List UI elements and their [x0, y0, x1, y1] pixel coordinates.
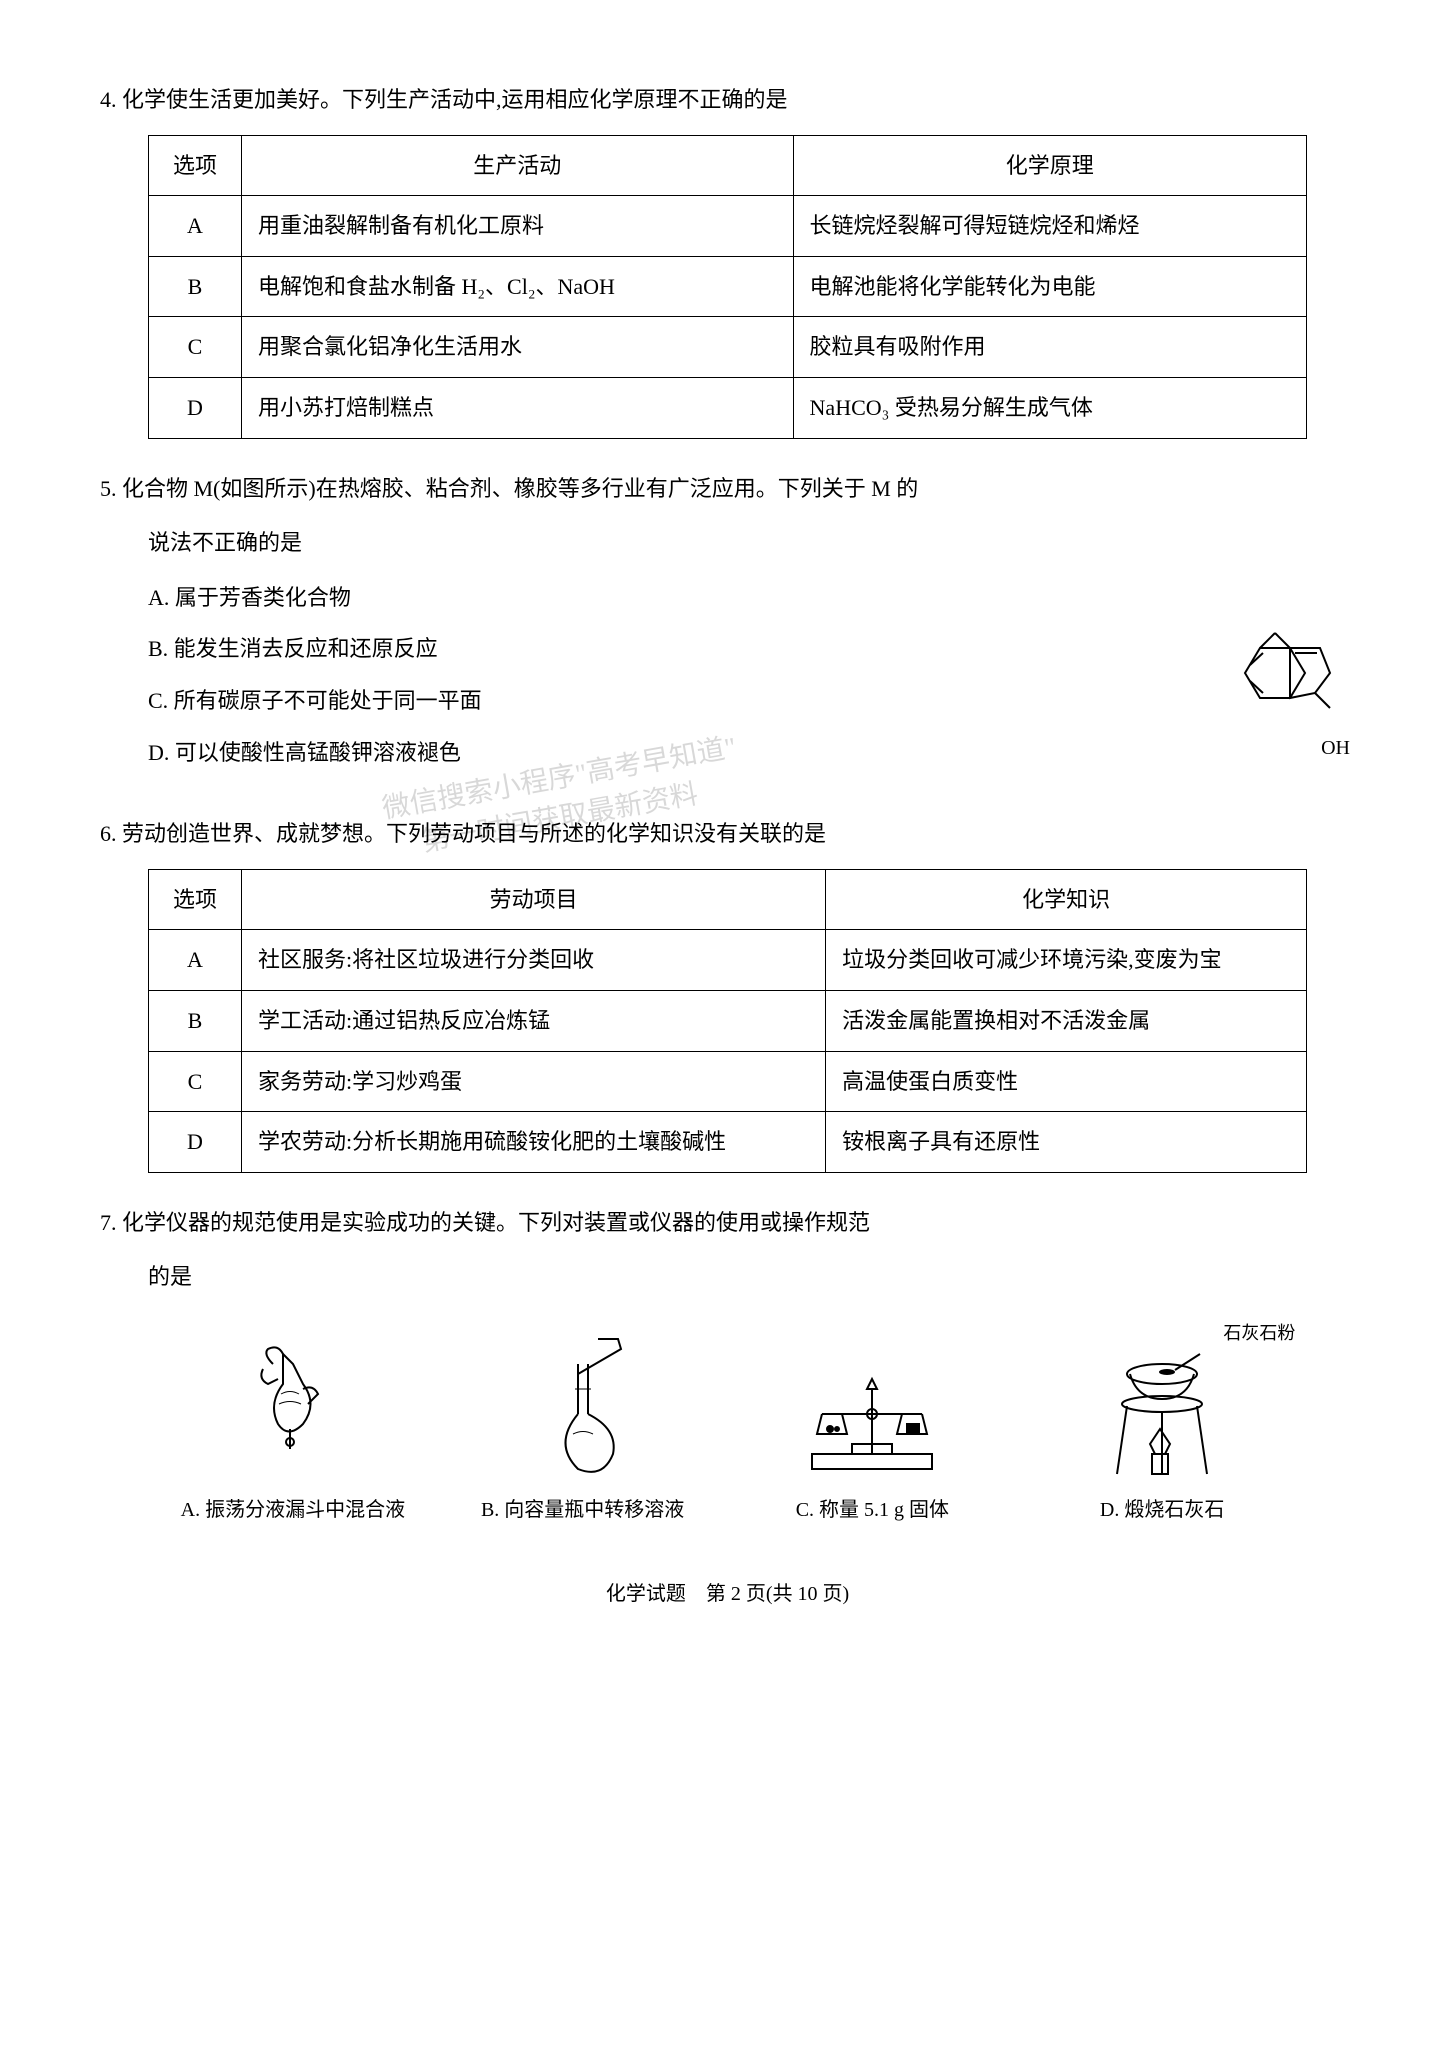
- q4-h2: 化学原理: [793, 135, 1306, 196]
- question-7: 7. 化学仪器的规范使用是实验成功的关键。下列对装置或仪器的使用或操作规范 的是: [100, 1203, 1355, 1527]
- question-4: 4. 化学使生活更加美好。下列生产活动中,运用相应化学原理不正确的是 选项 生产…: [100, 80, 1355, 439]
- q6-table: 选项 劳动项目 化学知识 A 社区服务:将社区垃圾进行分类回收 垃圾分类回收可减…: [148, 869, 1307, 1173]
- q4-stem: 4. 化学使生活更加美好。下列生产活动中,运用相应化学原理不正确的是: [100, 80, 1355, 120]
- table-row: C 家务劳动:学习炒鸡蛋 高温使蛋白质变性: [149, 1051, 1307, 1112]
- mol-oh-label: OH: [1215, 730, 1355, 766]
- q4-table: 选项 生产活动 化学原理 A 用重油裂解制备有机化工原料 长链烷烃裂解可得短链烷…: [148, 135, 1307, 439]
- table-header-row: 选项 劳动项目 化学知识: [149, 869, 1307, 930]
- q7-stem2: 的是: [148, 1257, 1355, 1297]
- table-row: D 用小苏打焙制糕点 NaHCO₃ 受热易分解生成气体: [149, 377, 1307, 438]
- q5-opt-d: D. 可以使酸性高锰酸钾溶液褪色: [148, 733, 1195, 773]
- q5-opt-b: B. 能发生消去反应和还原反应: [148, 629, 1195, 669]
- q7-item-c: C. 称量 5.1 g 固体: [739, 1324, 1006, 1526]
- table-row: A 社区服务:将社区垃圾进行分类回收 垃圾分类回收可减少环境污染,变废为宝: [149, 930, 1307, 991]
- q7-cap-a: A. 振荡分液漏斗中混合液: [160, 1494, 427, 1526]
- molecule-icon: [1225, 618, 1355, 728]
- q7-item-a: A. 振荡分液漏斗中混合液: [160, 1324, 427, 1526]
- page-footer: 化学试题 第 2 页(共 10 页): [100, 1576, 1355, 1612]
- balance-scale-icon: [792, 1364, 952, 1484]
- table-row: B 学工活动:通过铝热反应冶炼锰 活泼金属能置换相对不活泼金属: [149, 990, 1307, 1051]
- q5-opt-a: A. 属于芳香类化合物: [148, 578, 1195, 618]
- separating-funnel-icon: [233, 1334, 353, 1484]
- q4-h1: 生产活动: [242, 135, 794, 196]
- q7-item-d: 石灰石粉 D. 煅烧: [1029, 1317, 1296, 1526]
- table-row: B 电解饱和食盐水制备 H₂、Cl₂、NaOH 电解池能将化学能转化为电能: [149, 256, 1307, 317]
- q4-h0: 选项: [149, 135, 242, 196]
- molecule-diagram: OH: [1215, 618, 1355, 766]
- q5-stem1: 5. 化合物 M(如图所示)在热熔胶、粘合剂、橡胶等多行业有广泛应用。下列关于 …: [100, 469, 1355, 509]
- q7-stem1: 7. 化学仪器的规范使用是实验成功的关键。下列对装置或仪器的使用或操作规范: [100, 1203, 1355, 1243]
- q6-stem: 6. 劳动创造世界、成就梦想。下列劳动项目与所述的化学知识没有关联的是: [100, 814, 1355, 854]
- table-row: C 用聚合氯化铝净化生活用水 胶粒具有吸附作用: [149, 317, 1307, 378]
- volumetric-flask-icon: [523, 1334, 643, 1484]
- table-row: D 学农劳动:分析长期施用硫酸铵化肥的土壤酸碱性 铵根离子具有还原性: [149, 1112, 1307, 1173]
- table-header-row: 选项 生产活动 化学原理: [149, 135, 1307, 196]
- q5-options: A. 属于芳香类化合物 B. 能发生消去反应和还原反应 C. 所有碳原子不可能处…: [148, 578, 1195, 784]
- question-5: 5. 化合物 M(如图所示)在热熔胶、粘合剂、橡胶等多行业有广泛应用。下列关于 …: [100, 469, 1355, 785]
- q7-cap-d: D. 煅烧石灰石: [1029, 1494, 1296, 1526]
- q7-cap-b: B. 向容量瓶中转移溶液: [449, 1494, 716, 1526]
- q5-stem2: 说法不正确的是: [148, 523, 1355, 563]
- q7-item-b: B. 向容量瓶中转移溶液: [449, 1324, 716, 1526]
- question-6: 微信搜索小程序"高考早知道" 第一时间获取最新资料 6. 劳动创造世界、成就梦想…: [100, 814, 1355, 1173]
- table-row: A 用重油裂解制备有机化工原料 长链烷烃裂解可得短链烷烃和烯烃: [149, 196, 1307, 257]
- q7-cap-c: C. 称量 5.1 g 固体: [739, 1494, 1006, 1526]
- q5-opt-c: C. 所有碳原子不可能处于同一平面: [148, 681, 1195, 721]
- crucible-tripod-icon: [1092, 1344, 1232, 1484]
